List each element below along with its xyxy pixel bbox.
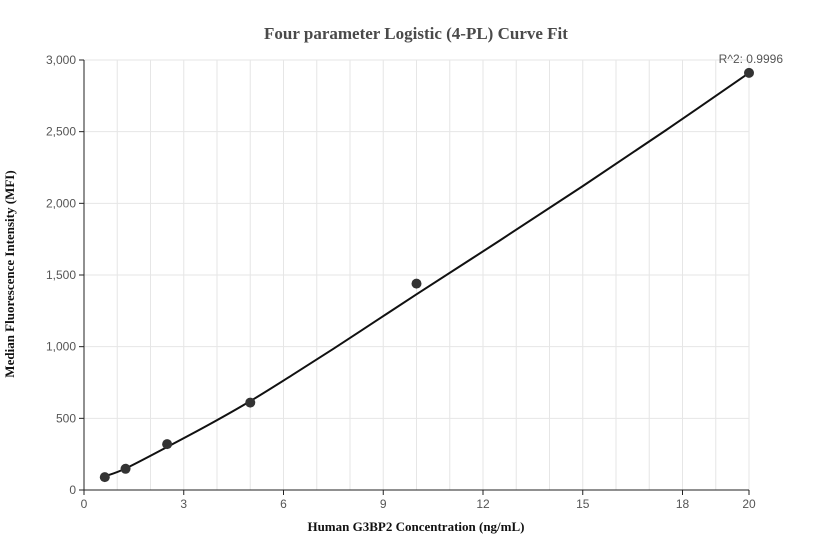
r-squared-annotation: R^2: 0.9996: [719, 52, 784, 66]
grid: [83, 59, 750, 490]
y-axis-title: Median Fluorescence Intensity (MFI): [2, 170, 17, 377]
data-point: [411, 278, 422, 289]
x-tick-label: 20: [742, 497, 756, 511]
data-point: [162, 439, 173, 450]
chart-title: Four parameter Logistic (4-PL) Curve Fit: [264, 24, 568, 43]
y-tick-label: 1,500: [46, 268, 76, 282]
data-point: [99, 472, 110, 483]
x-tick-label: 12: [476, 497, 490, 511]
x-tick-label: 0: [81, 497, 88, 511]
data-point: [120, 463, 131, 474]
y-tick-label: 3,000: [46, 53, 76, 67]
x-tick-label: 15: [576, 497, 590, 511]
y-tick-label: 2,500: [46, 125, 76, 139]
y-tick-label: 0: [69, 483, 76, 497]
x-tick-label: 3: [180, 497, 187, 511]
x-axis-title: Human G3BP2 Concentration (ng/mL): [307, 519, 524, 534]
data-point: [744, 67, 754, 78]
x-tick-label: 6: [280, 497, 287, 511]
data-points: [99, 67, 754, 483]
y-tick-label: 1,000: [46, 340, 76, 354]
y-tick-label: 2,000: [46, 196, 76, 210]
ticks: 0 3 6 9 12 15 18 20 0 500 1,000 1,500 2,000 2,500 3,00…: [46, 53, 756, 511]
data-point: [245, 397, 256, 408]
x-tick-label: 9: [380, 497, 387, 511]
x-tick-label: 18: [676, 497, 690, 511]
y-tick-label: 500: [56, 411, 76, 425]
